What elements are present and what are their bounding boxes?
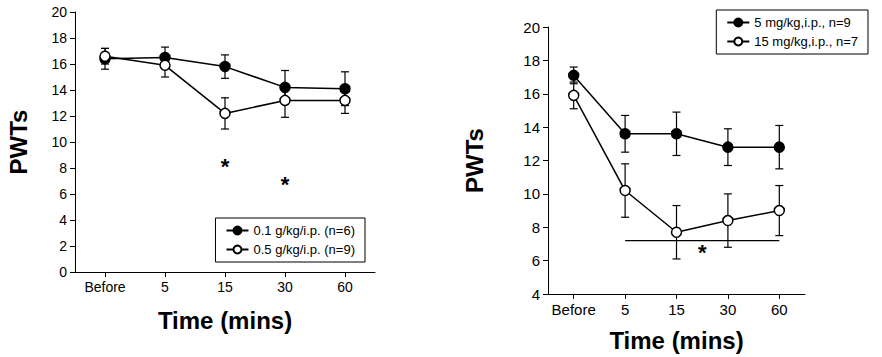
svg-text:5: 5 — [621, 301, 629, 318]
svg-text:Before: Before — [552, 301, 596, 318]
svg-text:PWTs: PWTs — [5, 110, 32, 175]
svg-text:16: 16 — [51, 56, 67, 72]
svg-text:0: 0 — [59, 264, 67, 280]
svg-text:14: 14 — [51, 82, 67, 98]
svg-text:10: 10 — [51, 134, 67, 150]
svg-text:Time (mins): Time (mins) — [609, 327, 743, 354]
svg-text:5 mg/kg,i.p., n=9: 5 mg/kg,i.p., n=9 — [754, 15, 850, 30]
svg-text:12: 12 — [51, 108, 67, 124]
svg-text:5: 5 — [161, 279, 169, 295]
svg-text:8: 8 — [59, 160, 67, 176]
svg-text:0.1 g/kg/i.p. (n=6): 0.1 g/kg/i.p. (n=6) — [253, 223, 355, 238]
svg-text:10: 10 — [523, 185, 540, 202]
svg-text:PWTs: PWTs — [461, 128, 488, 193]
svg-text:18: 18 — [523, 52, 540, 69]
svg-text:20: 20 — [51, 4, 67, 20]
svg-text:20: 20 — [523, 19, 540, 36]
svg-text:6: 6 — [59, 186, 67, 202]
svg-text:Time (mins): Time (mins) — [158, 307, 292, 334]
svg-text:30: 30 — [277, 279, 293, 295]
svg-text:2: 2 — [59, 238, 67, 254]
svg-text:4: 4 — [59, 212, 67, 228]
svg-text:*: * — [281, 172, 290, 197]
svg-text:15 mg/kg,i.p., n=7: 15 mg/kg,i.p., n=7 — [754, 34, 858, 49]
svg-text:12: 12 — [523, 152, 540, 169]
svg-text:60: 60 — [771, 301, 788, 318]
svg-text:8: 8 — [532, 219, 540, 236]
svg-text:30: 30 — [720, 301, 737, 318]
svg-text:0.5 g/kg/i.p. (n=9): 0.5 g/kg/i.p. (n=9) — [253, 242, 355, 257]
svg-text:14: 14 — [523, 119, 540, 136]
svg-text:*: * — [221, 154, 230, 179]
svg-text:4: 4 — [532, 286, 540, 303]
svg-text:*: * — [698, 240, 707, 265]
svg-text:16: 16 — [523, 85, 540, 102]
svg-text:60: 60 — [337, 279, 353, 295]
svg-text:Before: Before — [84, 279, 125, 295]
svg-text:6: 6 — [532, 252, 540, 269]
svg-text:15: 15 — [668, 301, 685, 318]
svg-text:15: 15 — [217, 279, 233, 295]
svg-text:18: 18 — [51, 30, 67, 46]
